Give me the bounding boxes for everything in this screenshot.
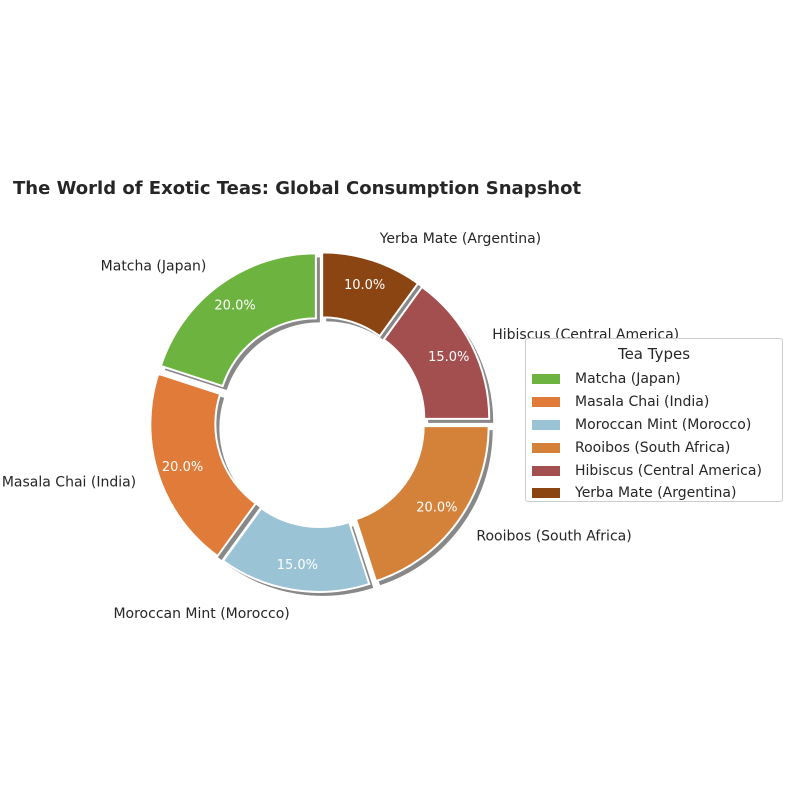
legend-swatch [532, 465, 560, 476]
legend-label: Matcha (Japan) [575, 371, 681, 388]
category-label-masala-chai-india: Masala Chai (India) [2, 475, 136, 491]
pct-label-hibiscus-central-america: 15.0% [428, 350, 469, 365]
category-label-rooibos-south-africa: Rooibos (South Africa) [476, 529, 631, 545]
category-label-moroccan-mint-morocco: Moroccan Mint (Morocco) [113, 606, 289, 622]
legend-swatch [532, 442, 560, 453]
pct-label-masala-chai-india: 20.0% [162, 460, 203, 475]
legend-swatch [532, 374, 560, 385]
legend-label: Yerba Mate (Argentina) [575, 485, 737, 502]
legend-label: Hibiscus (Central America) [575, 462, 762, 479]
slice-masala-chai-india [149, 372, 258, 558]
slice-moroccan-mint-morocco [221, 506, 371, 593]
legend-item-masala-chai-india: Masala Chai (India) [526, 391, 782, 414]
legend-title: Tea Types [617, 345, 691, 363]
legend-swatch [532, 419, 560, 430]
legend-label: Rooibos (South Africa) [575, 439, 731, 456]
slice-rooibos-south-africa [354, 425, 490, 583]
legend-item-hibiscus-central-america: Hibiscus (Central America) [526, 459, 782, 482]
slice-yerba-mate-argentina [321, 251, 420, 338]
category-label-matcha-japan: Matcha (Japan) [101, 259, 207, 275]
legend-swatch [532, 397, 560, 408]
legend-item-matcha-japan: Matcha (Japan) [526, 368, 782, 391]
legend-label: Moroccan Mint (Morocco) [575, 416, 752, 433]
slice-hibiscus-central-america [382, 285, 491, 420]
slice-matcha-japan [159, 252, 317, 388]
category-label-yerba-mate-argentina: Yerba Mate (Argentina) [379, 231, 541, 247]
legend: Tea Types Matcha (Japan) Masala Chai (Ind… [525, 338, 783, 502]
legend-label: Masala Chai (India) [575, 394, 710, 411]
donut-slices [149, 251, 491, 593]
chart-title: The World of Exotic Teas: Global Consump… [13, 178, 582, 199]
pct-label-yerba-mate-argentina: 10.0% [344, 278, 385, 293]
legend-item-rooibos-south-africa: Rooibos (South Africa) [526, 436, 782, 459]
legend-swatch [532, 488, 560, 499]
pct-label-matcha-japan: 20.0% [214, 299, 255, 314]
legend-item-moroccan-mint-morocco: Moroccan Mint (Morocco) [526, 414, 782, 437]
legend-items: Matcha (Japan) Masala Chai (India) Morocca… [526, 368, 782, 505]
legend-item-yerba-mate-argentina: Yerba Mate (Argentina) [526, 482, 782, 505]
pct-label-moroccan-mint-morocco: 15.0% [277, 558, 318, 573]
pct-label-rooibos-south-africa: 20.0% [416, 500, 457, 515]
